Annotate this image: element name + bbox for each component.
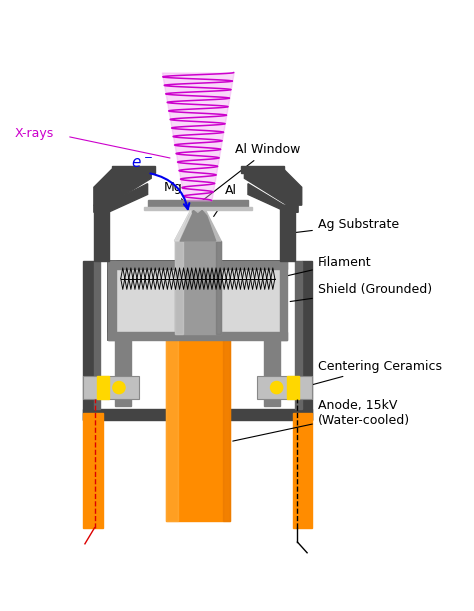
Text: Centering Ceramics: Centering Ceramics xyxy=(304,360,442,387)
Bar xyxy=(257,376,312,398)
Bar xyxy=(108,332,287,340)
Bar xyxy=(216,241,221,334)
Polygon shape xyxy=(94,169,151,205)
Polygon shape xyxy=(180,211,216,241)
Bar xyxy=(174,241,221,334)
Circle shape xyxy=(271,381,283,393)
Bar xyxy=(165,334,178,521)
Bar xyxy=(302,261,312,420)
Text: Al: Al xyxy=(214,185,237,216)
Text: Filament: Filament xyxy=(278,256,372,278)
Bar xyxy=(108,261,116,340)
Polygon shape xyxy=(245,169,302,205)
Bar xyxy=(116,269,280,332)
Text: Al Window: Al Window xyxy=(200,143,301,202)
Bar xyxy=(108,261,287,340)
Bar xyxy=(293,413,312,528)
Bar xyxy=(295,261,302,409)
Bar xyxy=(98,376,109,398)
Bar xyxy=(83,413,103,528)
Bar xyxy=(112,166,155,173)
Bar xyxy=(108,261,287,269)
Bar xyxy=(174,241,183,334)
Bar xyxy=(94,261,100,409)
Text: Mg: Mg xyxy=(164,181,192,213)
Bar xyxy=(147,200,248,207)
Bar xyxy=(280,205,295,261)
Bar xyxy=(280,261,287,340)
Text: Shield (Grounded): Shield (Grounded) xyxy=(290,283,432,301)
Text: X-rays: X-rays xyxy=(15,127,55,140)
Polygon shape xyxy=(174,211,191,241)
Bar xyxy=(144,207,252,210)
Bar xyxy=(241,166,284,173)
Bar xyxy=(83,376,139,398)
Text: Ag Substrate: Ag Substrate xyxy=(287,218,399,233)
Bar xyxy=(83,409,312,420)
Bar xyxy=(223,334,230,521)
Circle shape xyxy=(113,381,125,393)
Bar xyxy=(115,340,131,406)
Bar xyxy=(83,261,94,420)
Bar xyxy=(165,334,230,521)
Bar xyxy=(94,205,109,261)
Text: $e^-$: $e^-$ xyxy=(131,156,154,170)
Bar xyxy=(264,340,280,406)
Polygon shape xyxy=(248,184,298,213)
Bar xyxy=(287,376,299,398)
Text: Anode, 15kV
(Water-cooled): Anode, 15kV (Water-cooled) xyxy=(233,399,410,441)
Polygon shape xyxy=(174,211,221,241)
Polygon shape xyxy=(94,184,147,213)
